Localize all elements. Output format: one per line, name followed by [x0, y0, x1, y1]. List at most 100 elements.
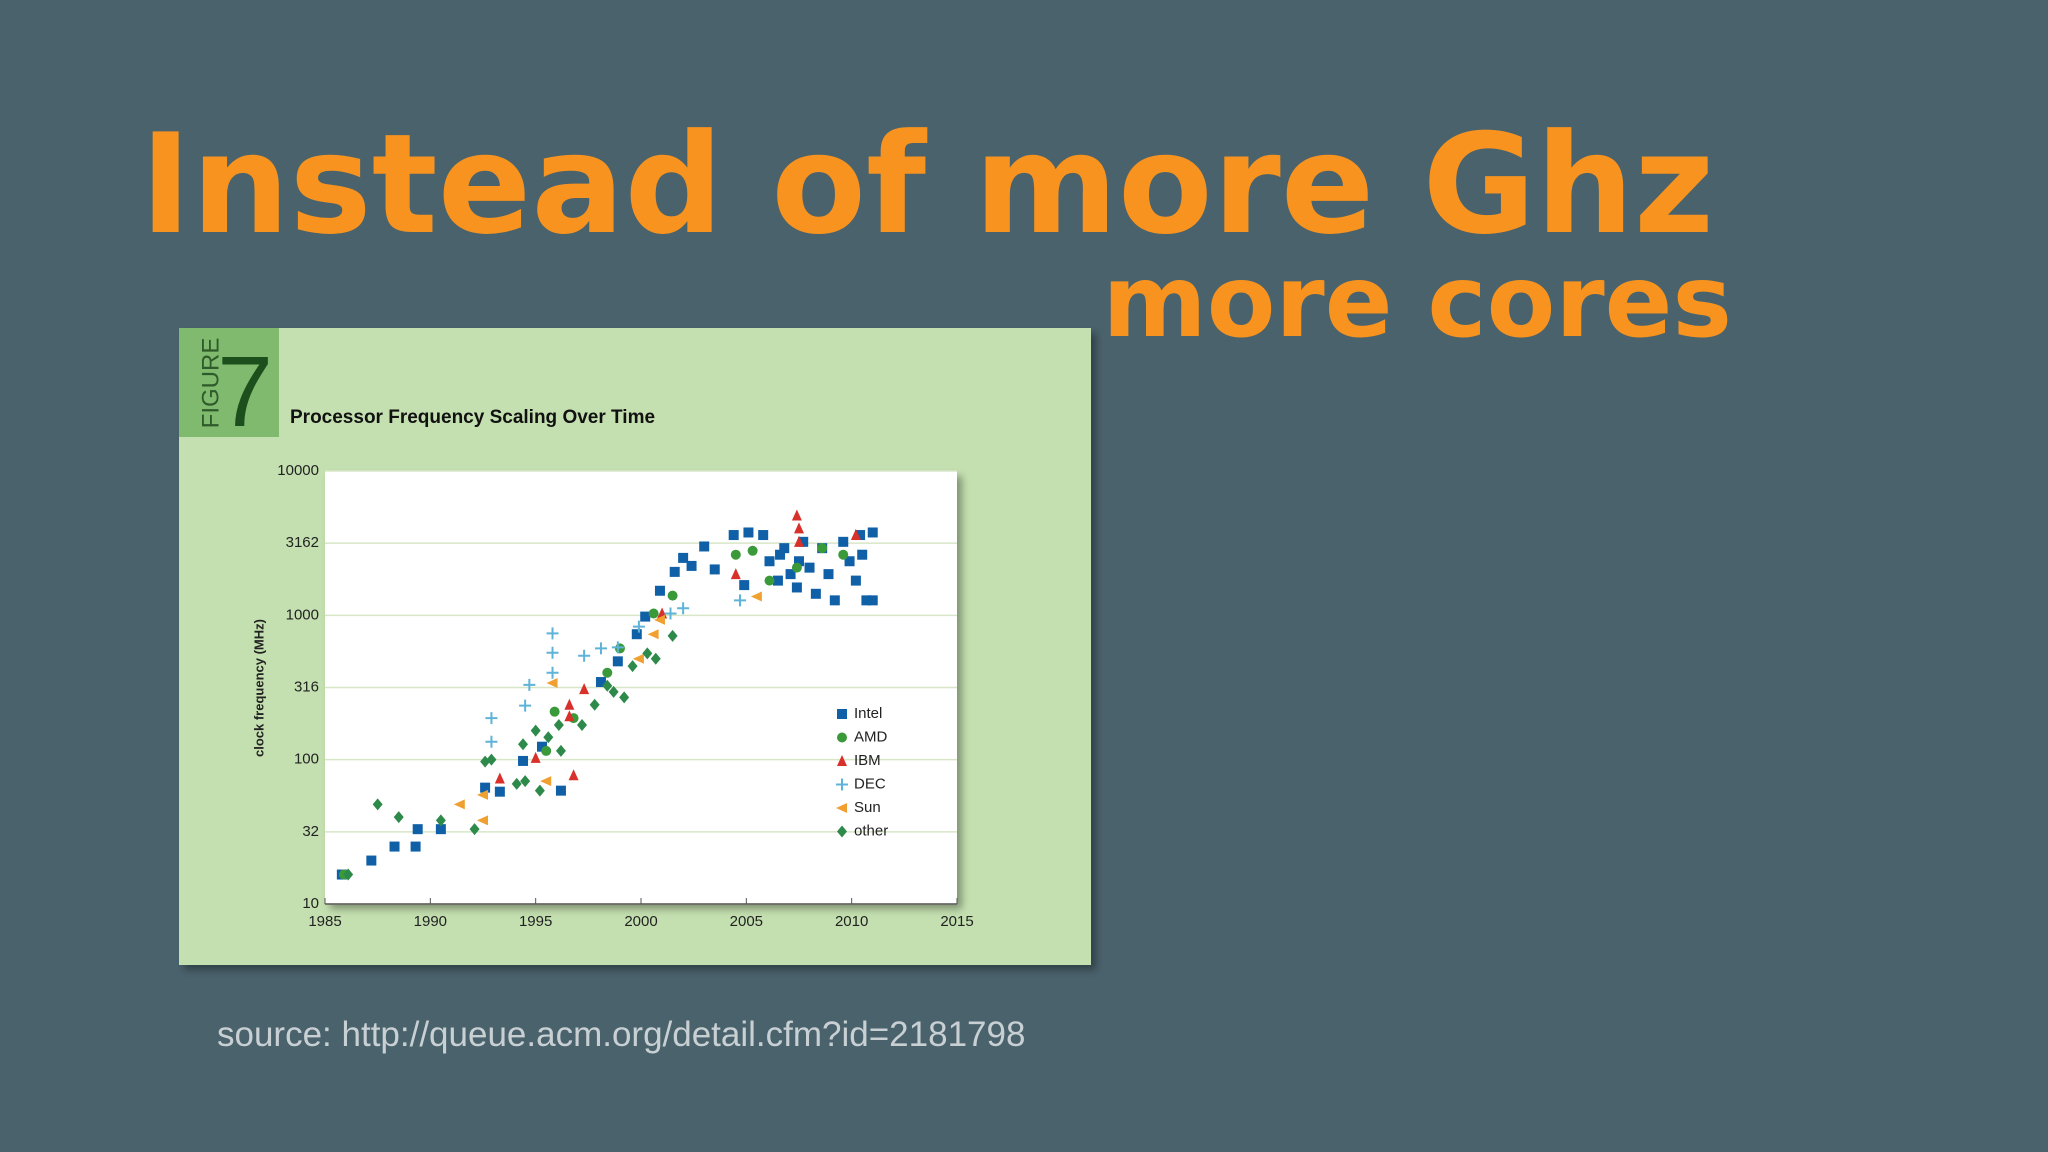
data-point: [810, 588, 821, 599]
legend-swatch: [836, 803, 847, 813]
data-point: [817, 543, 828, 554]
figure-label: FIGURE: [197, 338, 224, 429]
data-point: [791, 509, 802, 521]
legend-label: other: [854, 822, 888, 839]
data-point: [518, 738, 529, 751]
data-point: [480, 782, 491, 793]
data-point: [850, 529, 861, 541]
data-point: [366, 855, 377, 866]
legend-label: Intel: [854, 705, 882, 722]
data-point: [728, 530, 739, 541]
slide-title: Instead of more Ghz: [140, 104, 1714, 265]
data-point: [650, 652, 661, 665]
data-point: [541, 745, 552, 756]
data-point: [648, 608, 659, 619]
y-tick-label: 10: [302, 895, 319, 912]
data-point: [861, 595, 872, 606]
data-point: [343, 868, 354, 881]
data-point: [577, 718, 588, 731]
data-point: [435, 814, 446, 827]
data-point: [608, 685, 619, 698]
legend-label: AMD: [854, 728, 888, 745]
y-tick-label: 32: [302, 823, 319, 840]
data-point: [867, 595, 878, 606]
y-tick-label: 3162: [286, 534, 319, 551]
y-tick-label: 316: [294, 678, 319, 695]
data-point: [523, 678, 536, 691]
data-point: [794, 556, 804, 567]
data-point: [546, 627, 559, 640]
legend-swatch: [837, 709, 847, 719]
data-point: [435, 824, 446, 835]
data-point: [410, 841, 421, 852]
data-point: [631, 629, 642, 640]
data-point: [764, 556, 775, 567]
data-point: [664, 607, 677, 620]
data-point: [611, 641, 624, 654]
data-point: [543, 731, 554, 744]
data-point: [791, 582, 802, 593]
data-point: [579, 683, 590, 695]
data-point: [594, 642, 607, 655]
x-tick-label: 1990: [414, 913, 447, 930]
data-point: [485, 735, 498, 748]
x-tick-label: 2000: [624, 913, 657, 930]
data-point: [549, 706, 560, 717]
data-point: [627, 660, 638, 673]
y-tick-label: 1000: [286, 606, 319, 623]
data-point: [453, 799, 465, 810]
data-point: [595, 677, 606, 688]
data-point: [747, 545, 758, 556]
data-point: [699, 541, 710, 552]
legend-label: DEC: [854, 775, 886, 792]
data-point: [804, 562, 815, 573]
data-point: [534, 784, 545, 797]
data-point: [775, 549, 786, 560]
data-point: [743, 527, 754, 538]
legend-swatch: [836, 778, 848, 791]
data-point: [838, 549, 849, 560]
data-point: [546, 666, 559, 679]
x-tick-label: 1985: [308, 913, 341, 930]
data-point: [518, 755, 529, 766]
data-point: [564, 710, 575, 722]
chart-title: Processor Frequency Scaling Over Time: [290, 407, 655, 428]
data-point: [779, 543, 790, 554]
data-point: [798, 536, 809, 547]
data-point: [546, 677, 558, 688]
data-point: [389, 841, 400, 852]
y-tick-label: 100: [294, 751, 319, 768]
data-point: [730, 549, 741, 560]
data-point: [519, 699, 532, 712]
data-point: [653, 614, 665, 625]
data-point: [578, 649, 591, 662]
data-point: [564, 698, 575, 710]
data-point: [632, 653, 644, 664]
data-point: [642, 647, 653, 660]
data-point: [785, 569, 796, 580]
legend-swatch: [837, 732, 847, 743]
data-point: [855, 530, 866, 541]
data-point: [546, 646, 559, 659]
data-point: [709, 564, 720, 575]
legend-swatch: [837, 755, 847, 766]
data-point: [677, 602, 690, 615]
data-point: [838, 536, 849, 547]
data-point: [555, 744, 566, 757]
data-point: [511, 777, 522, 790]
data-point: [794, 535, 804, 547]
data-point: [850, 575, 861, 586]
data-point: [823, 569, 834, 580]
data-point: [520, 775, 531, 788]
data-point: [412, 824, 423, 835]
data-point: [772, 575, 783, 586]
data-point: [530, 751, 541, 763]
figure-number: 7: [217, 336, 273, 448]
data-point: [829, 595, 840, 606]
data-point: [536, 741, 547, 752]
figure-badge: [179, 328, 279, 437]
data-point: [568, 769, 579, 781]
data-point: [480, 755, 491, 768]
data-point: [393, 811, 404, 824]
y-tick-label: 10000: [277, 462, 319, 479]
